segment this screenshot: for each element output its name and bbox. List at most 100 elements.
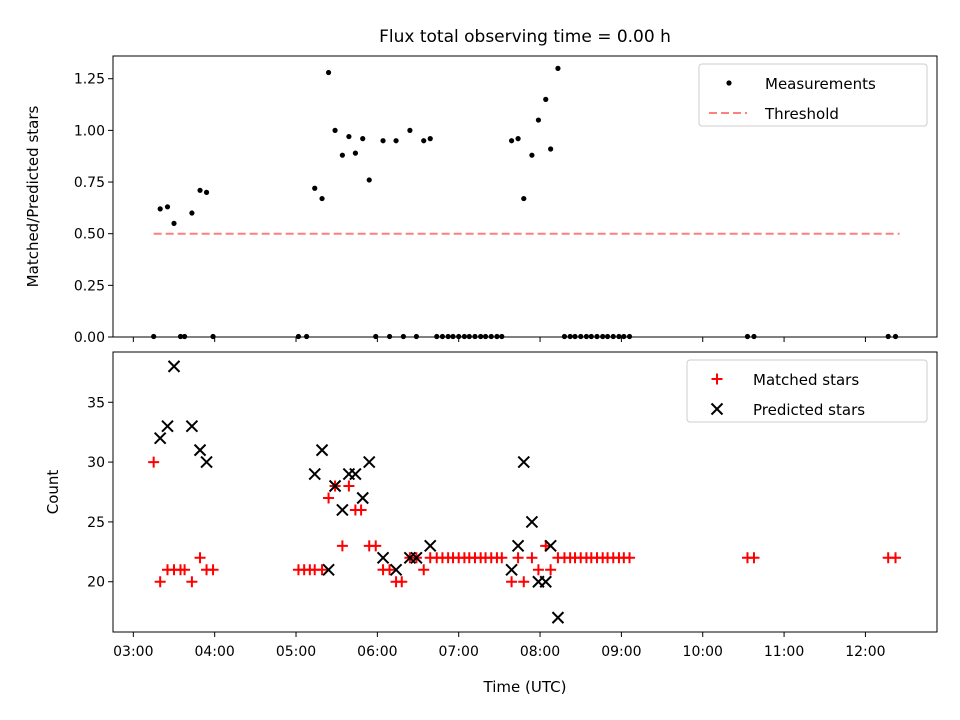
predicted-star-point <box>539 575 552 588</box>
legend-label: Threshold <box>764 105 839 123</box>
matched-star-point <box>148 456 160 468</box>
matched-star-point <box>316 564 328 576</box>
measurement-point <box>421 138 427 144</box>
matched-star-point <box>518 576 530 588</box>
predicted-star-point <box>424 539 437 553</box>
predicted-star-point <box>185 419 199 433</box>
matched-star-point <box>526 552 538 564</box>
predicted-star-point <box>161 419 174 433</box>
bottom-panel: 20 25 30 35 03:00 04:00 05:00 06:00 07:00 08:00 09… <box>44 351 938 696</box>
predicted-star-point <box>544 539 557 553</box>
matched-star-point <box>396 576 408 588</box>
measurement-point <box>197 187 203 193</box>
x-tick-label: 07:00 <box>439 644 479 660</box>
x-tick-label: 10:00 <box>683 644 723 660</box>
matched-star-point <box>512 552 524 564</box>
legend-marker <box>726 80 732 86</box>
matched-star-point <box>323 492 335 504</box>
matched-star-point <box>355 504 367 516</box>
measurement-point <box>332 127 338 133</box>
legend-marker <box>711 373 723 385</box>
predicted-star-point <box>328 479 342 493</box>
x-tick-label: 03:00 <box>113 644 153 660</box>
x-tick-label: 12:00 <box>845 644 885 660</box>
legend-label: Matched stars <box>753 371 859 389</box>
measurement-point <box>407 127 413 133</box>
measurement-point <box>508 138 515 144</box>
measurement-point <box>427 136 433 142</box>
measurement-point <box>339 152 345 158</box>
legend-box <box>686 359 928 423</box>
x-tick-label: 09:00 <box>601 644 641 660</box>
matched-star-point <box>154 576 166 588</box>
measurement-point <box>393 138 399 144</box>
measurement-point <box>319 195 325 202</box>
measurement-point <box>312 185 318 191</box>
measurement-point <box>521 195 527 202</box>
matched-star-point <box>370 540 382 552</box>
measurement-point <box>366 177 372 183</box>
legend-marker <box>710 402 724 416</box>
matched-star-point <box>194 552 206 564</box>
measurement-point <box>352 150 359 156</box>
measurement-point <box>380 138 386 144</box>
predicted-star-point <box>376 551 390 565</box>
predicted-star-point <box>511 539 525 553</box>
predicted-star-point <box>153 431 167 445</box>
y-tick-label: 0.75 <box>74 175 105 191</box>
x-axis-label: Time (UTC) <box>483 678 567 696</box>
x-tick-label: 05:00 <box>276 644 316 660</box>
measurement-point <box>346 133 352 140</box>
x-tick-label: 06:00 <box>357 644 397 660</box>
predicted-star-point <box>363 455 376 469</box>
matched-star-point <box>748 552 760 564</box>
matched-star-point <box>207 564 219 576</box>
matched-star-point <box>532 564 544 576</box>
measurement-point <box>548 146 554 152</box>
matched-star-point <box>186 576 198 588</box>
matched-star-point <box>890 552 902 564</box>
y-axis-label: Count <box>44 470 62 515</box>
measurement-point <box>515 136 521 142</box>
measurement-point <box>529 152 535 158</box>
y-tick-label: 35 <box>87 395 105 411</box>
y-tick-label: 1.25 <box>74 72 105 88</box>
predicted-star-point <box>505 563 518 576</box>
x-tick-label: 04:00 <box>194 644 234 660</box>
predicted-star-point <box>308 467 321 481</box>
measurement-point <box>535 117 542 123</box>
measurement-point <box>157 206 163 212</box>
y-tick-label: 0.25 <box>74 278 105 294</box>
measurement-point <box>360 136 366 142</box>
measurement-point <box>555 65 561 71</box>
matched-star-point <box>418 564 430 576</box>
axes-frame <box>112 351 938 633</box>
matched-star-point <box>336 540 348 552</box>
predicted-star-point <box>525 515 539 529</box>
axes-frame <box>112 55 938 338</box>
predicted-star-point <box>410 551 423 565</box>
predicted-star-point <box>551 611 565 624</box>
predicted-star-point <box>315 443 329 457</box>
predicted-star-point <box>193 443 207 457</box>
predicted-star-point <box>200 455 213 469</box>
predicted-star-point <box>336 503 349 517</box>
predicted-star-point <box>167 360 181 373</box>
y-tick-label: 20 <box>87 575 105 591</box>
measurement-point <box>171 220 177 226</box>
measurement-point <box>203 189 210 195</box>
legend-box <box>698 63 928 127</box>
legend-label: Predicted stars <box>753 401 865 419</box>
matched-star-point <box>506 576 518 588</box>
matched-star-point <box>496 552 508 564</box>
y-tick-label: 0.00 <box>74 330 105 346</box>
matched-star-point <box>624 552 636 564</box>
measurement-point <box>325 69 332 76</box>
chart-title: Flux total observing time = 0.00 h <box>379 27 671 47</box>
predicted-star-point <box>349 467 362 481</box>
y-tick-label: 0.50 <box>74 227 105 243</box>
y-tick-label: 30 <box>87 455 105 471</box>
measurement-point <box>164 204 171 210</box>
top-panel: 0.00 0.25 0.50 0.75 1.00 1.25 Matched/Predicte… <box>24 55 938 346</box>
